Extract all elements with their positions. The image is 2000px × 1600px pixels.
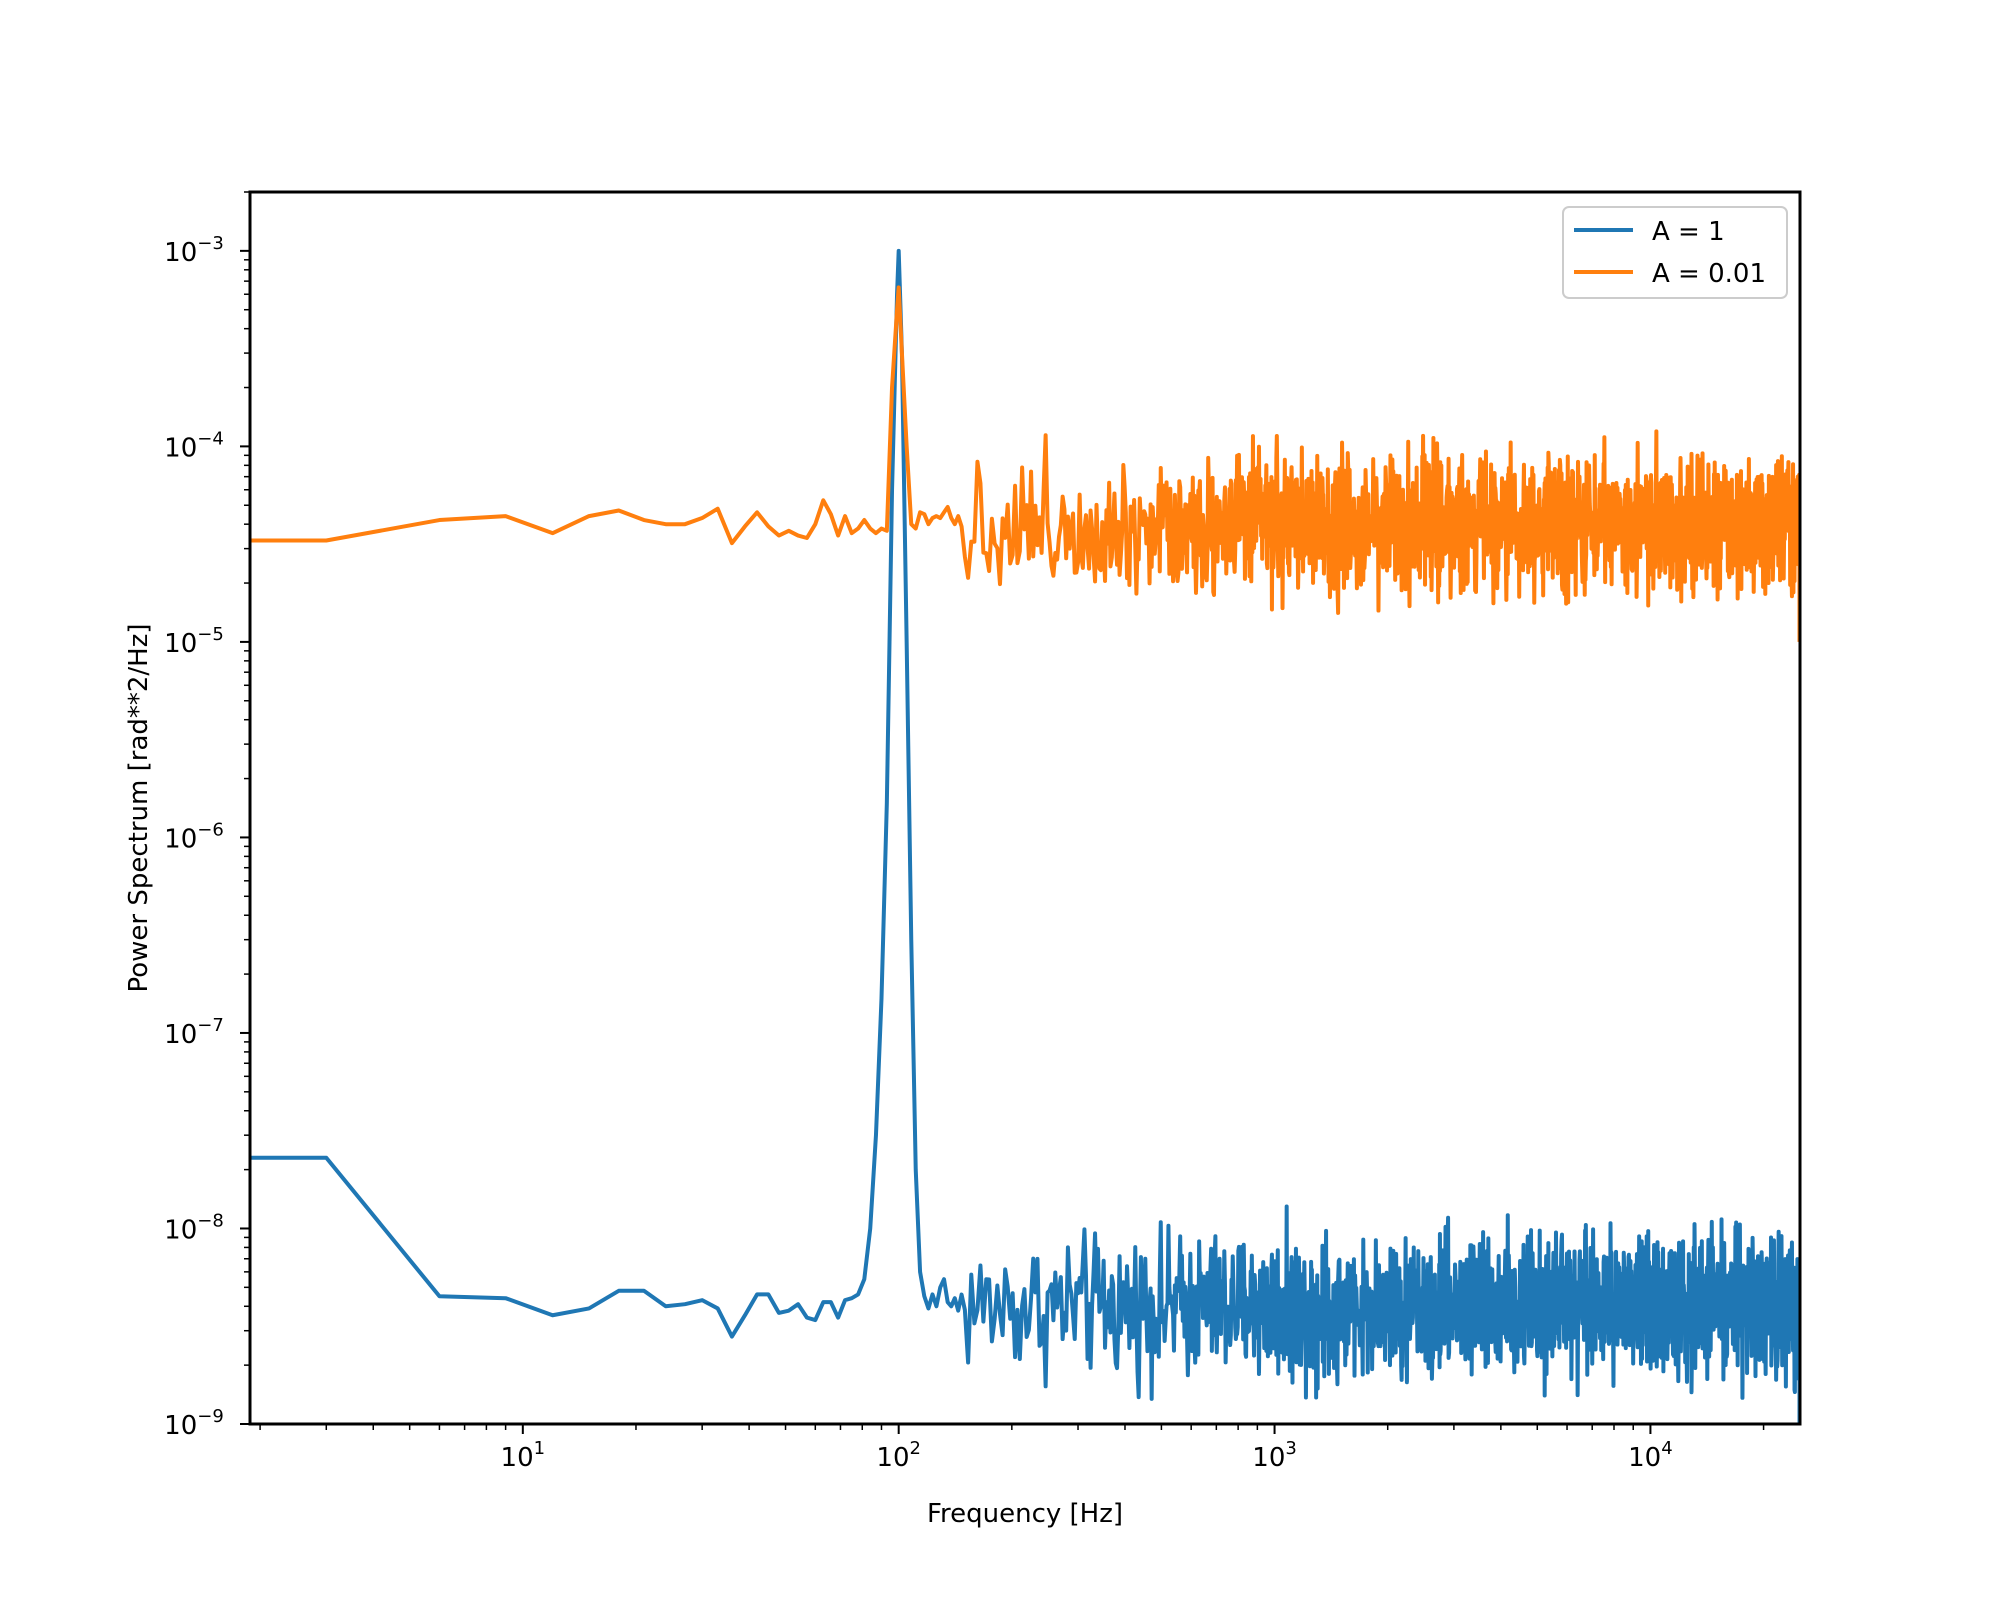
y-axis-label: Power Spectrum [rad**2/Hz] [124, 623, 154, 992]
axes-frame [248, 190, 1802, 1426]
plot-area [250, 248, 1800, 1424]
legend-label-a-0-01: A = 0.01 [1652, 259, 1766, 289]
series-line-a-1 [250, 248, 1800, 1424]
series-line-a-0-01 [250, 285, 1800, 642]
y-tick-label: 10−7 [164, 1015, 224, 1050]
legend-label-a-1: A = 1 [1652, 217, 1725, 247]
legend: A = 1 A = 0.01 [1562, 206, 1788, 299]
x-axis-label: Frequency [Hz] [927, 1499, 1123, 1529]
